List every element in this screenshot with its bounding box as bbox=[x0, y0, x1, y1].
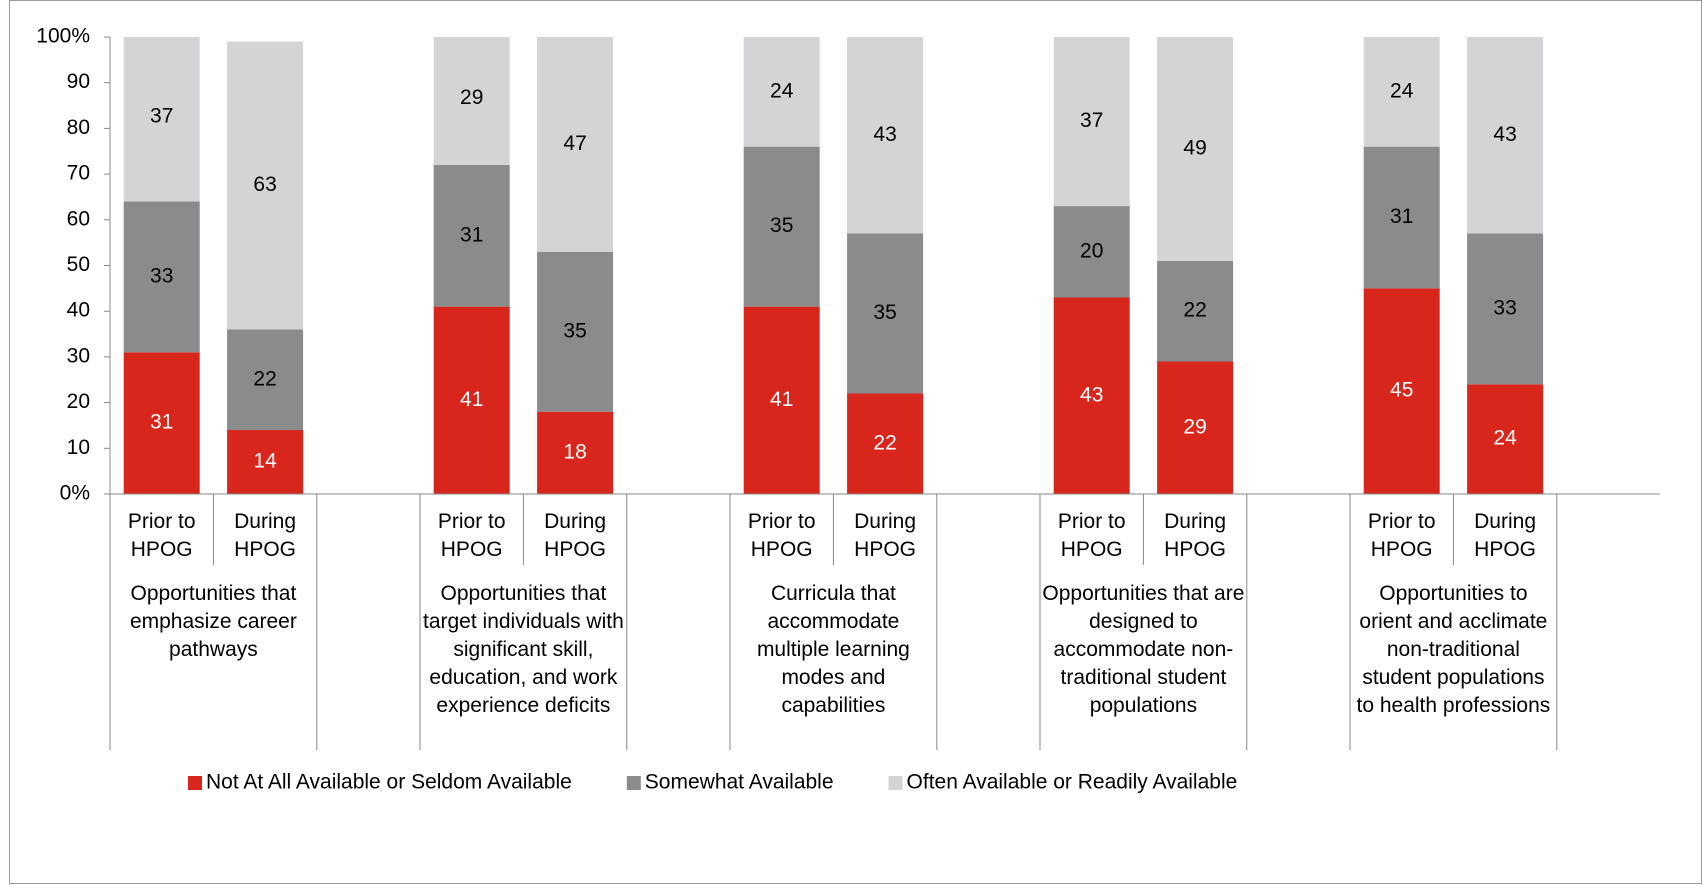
bar-segment bbox=[1363, 146, 1440, 289]
bar-segment bbox=[537, 251, 614, 412]
y-tick-label: 0% bbox=[60, 482, 90, 505]
bar-segment bbox=[1363, 37, 1440, 147]
bar-segment bbox=[743, 37, 820, 147]
x-tick-label: During HPOG bbox=[234, 510, 297, 561]
bar-segment bbox=[1053, 297, 1130, 494]
bar-segment bbox=[227, 430, 304, 494]
legend-label: Often Available or Readily Available bbox=[907, 771, 1238, 794]
bar-segment bbox=[123, 37, 200, 202]
legend-swatch bbox=[626, 776, 641, 790]
value-label: 37 bbox=[150, 105, 173, 128]
bar-segment bbox=[1053, 37, 1130, 207]
x-tick-label: Prior to HPOG bbox=[1057, 510, 1126, 561]
x-tick-label: Prior to HPOG bbox=[127, 510, 196, 561]
bar-segment bbox=[743, 306, 820, 494]
bar-segment bbox=[1467, 233, 1544, 385]
legend-swatch bbox=[188, 776, 202, 790]
value-label: 35 bbox=[563, 319, 586, 342]
value-label: 41 bbox=[460, 388, 483, 411]
value-label: 35 bbox=[873, 301, 896, 324]
value-label: 37 bbox=[1080, 109, 1103, 132]
bar-segment bbox=[847, 393, 924, 494]
bar-segment bbox=[537, 411, 614, 494]
y-tick-label: 30 bbox=[67, 344, 90, 367]
y-tick-label: 40 bbox=[67, 299, 90, 322]
bar-segment bbox=[227, 41, 304, 330]
bar-segment bbox=[847, 37, 924, 234]
bar-segment bbox=[1467, 384, 1544, 494]
value-label: 43 bbox=[1493, 123, 1516, 146]
chart-frame bbox=[9, 0, 1702, 884]
bar-segment bbox=[1157, 361, 1234, 494]
value-label: 22 bbox=[1183, 299, 1206, 322]
y-tick-label: 70 bbox=[67, 162, 90, 185]
legend-label: Not At All Available or Seldom Available bbox=[206, 771, 572, 794]
value-label: 33 bbox=[1493, 296, 1516, 319]
bar-segment bbox=[123, 352, 200, 494]
value-label: 24 bbox=[1390, 79, 1414, 102]
bar-segment bbox=[433, 164, 510, 307]
value-label: 45 bbox=[1390, 379, 1413, 402]
value-label: 24 bbox=[770, 79, 794, 102]
bar-segment bbox=[743, 146, 820, 307]
value-label: 31 bbox=[460, 223, 483, 246]
value-label: 24 bbox=[1493, 427, 1517, 450]
bar-segment bbox=[1157, 37, 1234, 261]
value-label: 20 bbox=[1080, 239, 1103, 262]
y-tick-label: 20 bbox=[67, 390, 90, 413]
group-label: Opportunities that are designed to accom… bbox=[1042, 582, 1245, 717]
bar-segment bbox=[537, 37, 614, 252]
value-label: 18 bbox=[563, 440, 586, 463]
y-tick-label: 80 bbox=[67, 116, 90, 139]
bar-segment bbox=[123, 201, 200, 353]
legend-label: Somewhat Available bbox=[645, 771, 834, 794]
value-label: 22 bbox=[873, 431, 896, 454]
value-label: 31 bbox=[1390, 205, 1413, 228]
legend-swatch bbox=[888, 776, 903, 790]
bar-segment bbox=[227, 329, 304, 431]
x-tick-label: During HPOG bbox=[544, 510, 607, 561]
x-tick-label: Prior to HPOG bbox=[747, 510, 816, 561]
value-label: 41 bbox=[770, 388, 793, 411]
value-label: 49 bbox=[1183, 137, 1206, 160]
x-tick-label: During HPOG bbox=[1474, 510, 1537, 561]
group-label: Curricula that accommodate multiple lear… bbox=[756, 582, 910, 717]
bar-segment bbox=[847, 233, 924, 394]
bar-segment bbox=[433, 37, 510, 165]
value-label: 43 bbox=[873, 123, 896, 146]
value-label: 47 bbox=[563, 132, 586, 155]
value-label: 29 bbox=[1183, 415, 1206, 438]
bar-segment bbox=[1467, 37, 1544, 234]
x-tick-label: During HPOG bbox=[1164, 510, 1227, 561]
x-tick-label: Prior to HPOG bbox=[1367, 510, 1436, 561]
group-label: Opportunities that target individuals wi… bbox=[423, 582, 624, 717]
value-label: 63 bbox=[253, 173, 276, 196]
y-tick-label: 10 bbox=[67, 436, 90, 459]
value-label: 31 bbox=[150, 411, 173, 434]
group-label: Opportunities that emphasize career path… bbox=[129, 582, 297, 661]
y-tick-label: 90 bbox=[67, 70, 90, 93]
x-tick-label: During HPOG bbox=[854, 510, 917, 561]
value-label: 14 bbox=[253, 450, 277, 473]
value-label: 43 bbox=[1080, 383, 1103, 406]
bar-segment bbox=[1053, 206, 1130, 298]
value-label: 29 bbox=[460, 86, 483, 109]
value-label: 22 bbox=[253, 367, 276, 390]
group-label: Opportunities to orient and acclimate no… bbox=[1356, 582, 1551, 717]
bar-segment bbox=[1157, 260, 1234, 362]
bars bbox=[123, 37, 1544, 494]
y-tick-label: 100% bbox=[36, 25, 90, 48]
y-tick-label: 60 bbox=[67, 207, 90, 230]
x-tick-label: Prior to HPOG bbox=[437, 510, 506, 561]
value-label: 33 bbox=[150, 264, 173, 287]
value-label: 35 bbox=[770, 214, 793, 237]
bar-segment bbox=[433, 306, 510, 494]
bar-segment bbox=[1363, 288, 1440, 494]
y-tick-label: 50 bbox=[67, 253, 90, 276]
